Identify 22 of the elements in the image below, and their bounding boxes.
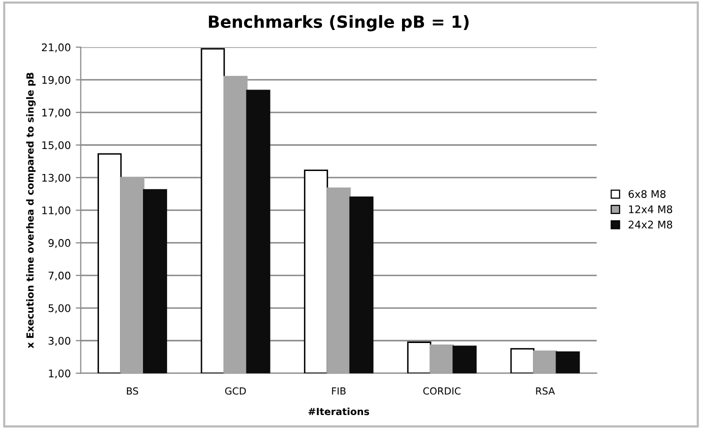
y-tick-label: 19,00 (42, 76, 70, 85)
y-tick-label: 5,00 (48, 304, 70, 314)
x-tick-label: BS (126, 387, 138, 395)
x-tick-label: RSA (536, 387, 555, 395)
legend-label: 24x2 M8 (628, 220, 672, 229)
legend-label: 12x4 M8 (629, 205, 672, 214)
y-tick-label: 3,00 (48, 336, 70, 346)
y-tick-label: 17,00 (42, 108, 70, 118)
y-tick-label: 9,00 (48, 239, 70, 248)
y-axis-title: x Execution time overhea d compared to single pB (26, 72, 36, 348)
x-tick-label: GCD (225, 387, 246, 395)
y-tick-label: 11,00 (42, 206, 70, 216)
y-tick-label: 13,00 (42, 174, 70, 183)
y-tick-label: 15,00 (42, 141, 70, 150)
x-axis-title: #Iterations (308, 408, 370, 416)
y-tick-label: 7,00 (48, 272, 70, 281)
x-tick-label: FIB (332, 387, 346, 395)
x-tick-label: CORDIC (423, 387, 461, 395)
chart-title: Benchmarks (Single pB = 1) (208, 15, 469, 32)
legend-label: 6x8 M8 (628, 190, 666, 198)
y-tick-label: 1,00 (48, 369, 70, 378)
y-tick-label: 21,00 (42, 43, 70, 52)
